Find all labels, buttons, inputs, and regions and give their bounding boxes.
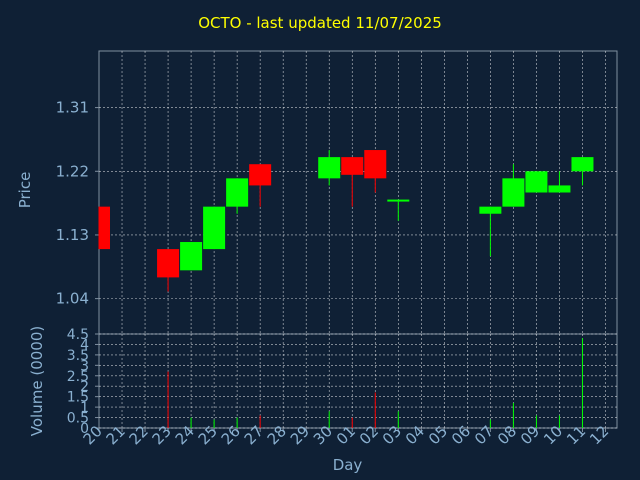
volume-tick-label: 2.5	[67, 369, 89, 385]
price-tick-label: 1.13	[56, 226, 89, 244]
x-axis-label: Day	[332, 456, 363, 474]
volume-tick-label: 3.5	[67, 348, 89, 364]
candle-body	[99, 206, 110, 250]
candle-body	[249, 164, 272, 186]
candle-body	[525, 171, 548, 193]
candle-body	[203, 206, 226, 250]
volume-tick-label: 1.5	[67, 390, 89, 406]
volume-panel: 4.543.532.521.510.50	[67, 327, 618, 437]
candle-body	[157, 249, 180, 278]
candle-body	[341, 157, 364, 175]
volume-tick-label: 2	[80, 379, 89, 395]
volume-tick-label: 1	[80, 400, 89, 416]
candle-body	[387, 199, 410, 202]
candle-body	[180, 242, 203, 271]
price-tick-label: 1.04	[56, 290, 89, 308]
x-tick-label: 12	[586, 422, 612, 448]
volume-tick-label: 3	[80, 358, 89, 374]
candle-body	[226, 178, 249, 207]
candle-body	[479, 206, 502, 214]
candle-body	[571, 157, 594, 172]
chart-title: OCTO - last updated 11/07/2025	[198, 14, 442, 32]
candle-body	[364, 150, 387, 179]
volume-panel-frame	[98, 333, 618, 429]
volume-tick-label: 0	[80, 421, 89, 437]
volume-tick-label: 0.5	[67, 411, 89, 427]
volume-tick-label: 4.5	[67, 327, 89, 343]
price-tick-label: 1.31	[56, 99, 89, 117]
candle-body	[318, 157, 341, 179]
x-axis: 2021222324252627282930010203040506070809…	[80, 422, 613, 448]
price-panel: 1.31 1.22 1.13 1.04	[56, 50, 618, 335]
price-tick-label: 1.22	[56, 162, 89, 180]
candle-body	[502, 178, 525, 207]
candle-body	[548, 185, 571, 193]
volume-tick-label: 4	[80, 337, 89, 353]
